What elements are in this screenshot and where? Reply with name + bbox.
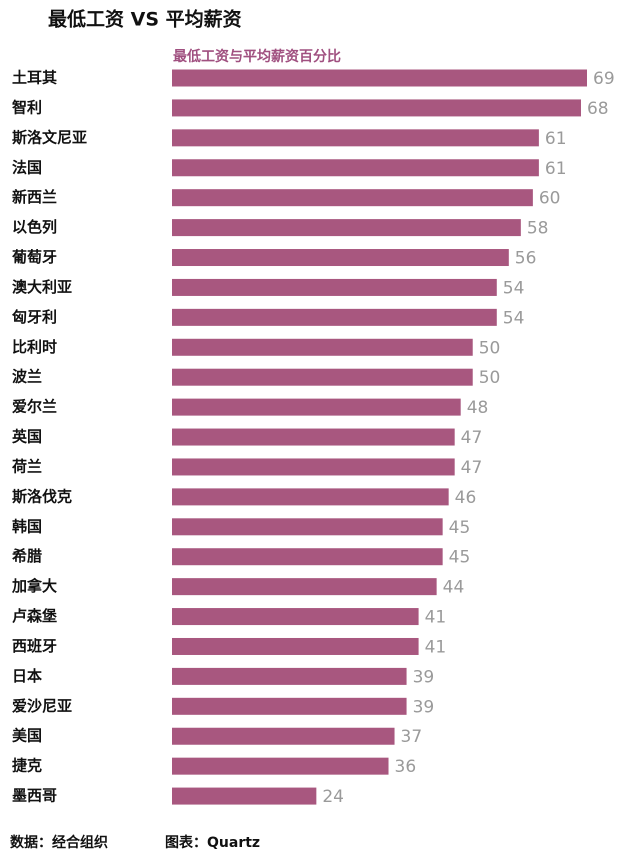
category-label: 日本 xyxy=(12,667,42,685)
value-label: 48 xyxy=(467,398,489,418)
value-label: 47 xyxy=(461,458,483,478)
category-label: 爱沙尼亚 xyxy=(12,697,72,715)
category-label: 英国 xyxy=(12,428,42,446)
source-note: 数据：经合组织 xyxy=(10,834,108,851)
category-label: 希腊 xyxy=(12,547,42,565)
value-label: 41 xyxy=(425,637,447,657)
credit-note: 图表：Quartz xyxy=(165,834,260,851)
value-label: 54 xyxy=(503,278,525,298)
chart-subtitle: 最低工资与平均薪资百分比 xyxy=(173,48,341,65)
bar xyxy=(172,189,533,207)
bar xyxy=(172,488,449,506)
bar xyxy=(172,99,581,117)
bar xyxy=(172,159,539,177)
category-label: 法国 xyxy=(12,158,42,176)
bar xyxy=(172,428,455,446)
category-label: 斯洛文尼亚 xyxy=(12,128,87,146)
value-label: 58 xyxy=(527,219,549,239)
bar xyxy=(172,278,497,296)
category-label: 土耳其 xyxy=(12,69,57,87)
value-label: 61 xyxy=(545,129,567,149)
value-label: 45 xyxy=(449,548,471,568)
bar xyxy=(172,727,395,745)
bar xyxy=(172,338,473,356)
bar xyxy=(172,757,389,775)
bar xyxy=(172,578,437,596)
value-label: 60 xyxy=(539,189,561,209)
category-label: 比利时 xyxy=(12,338,57,356)
bar xyxy=(172,69,587,87)
bar xyxy=(172,697,407,715)
category-label: 墨西哥 xyxy=(12,787,57,805)
bar xyxy=(172,458,455,476)
bar xyxy=(172,249,509,267)
value-label: 36 xyxy=(395,757,417,777)
category-label: 西班牙 xyxy=(12,637,57,655)
category-label: 加拿大 xyxy=(11,577,57,595)
category-label: 匈牙利 xyxy=(12,308,57,326)
category-label: 以色列 xyxy=(12,218,57,236)
category-label: 斯洛伐克 xyxy=(12,487,72,505)
value-label: 37 xyxy=(401,727,423,747)
category-label: 智利 xyxy=(12,98,42,116)
value-label: 45 xyxy=(449,518,471,538)
bar xyxy=(172,219,521,237)
value-label: 47 xyxy=(461,428,483,448)
bar xyxy=(172,667,407,685)
value-label: 44 xyxy=(443,578,465,598)
value-label: 56 xyxy=(515,249,537,269)
category-label: 美国 xyxy=(12,727,42,745)
category-label: 捷克 xyxy=(12,757,42,775)
value-label: 54 xyxy=(503,308,525,328)
bar xyxy=(172,548,443,566)
value-label: 24 xyxy=(322,787,344,807)
bar xyxy=(172,637,419,655)
value-label: 50 xyxy=(479,368,501,388)
value-label: 39 xyxy=(413,697,435,717)
value-label: 50 xyxy=(479,338,501,358)
category-label: 卢森堡 xyxy=(12,607,57,625)
bar xyxy=(172,398,461,416)
category-label: 爱尔兰 xyxy=(12,398,57,416)
bar xyxy=(172,129,539,147)
bar xyxy=(172,518,443,536)
category-label: 澳大利亚 xyxy=(12,278,72,296)
bar xyxy=(172,787,317,805)
category-label: 荷兰 xyxy=(12,457,42,475)
value-label: 69 xyxy=(593,69,615,89)
category-label: 波兰 xyxy=(12,368,42,386)
category-label: 韩国 xyxy=(12,517,42,535)
category-label: 新西兰 xyxy=(12,188,57,206)
bar xyxy=(172,368,473,386)
value-label: 61 xyxy=(545,159,567,179)
category-label: 葡萄牙 xyxy=(11,248,57,266)
chart-title: 最低工资 VS 平均薪资 xyxy=(48,8,242,31)
value-label: 39 xyxy=(413,667,435,687)
bar xyxy=(172,608,419,626)
value-label: 41 xyxy=(425,608,447,628)
value-label: 68 xyxy=(587,99,609,119)
bar xyxy=(172,308,497,326)
value-label: 46 xyxy=(455,488,477,508)
